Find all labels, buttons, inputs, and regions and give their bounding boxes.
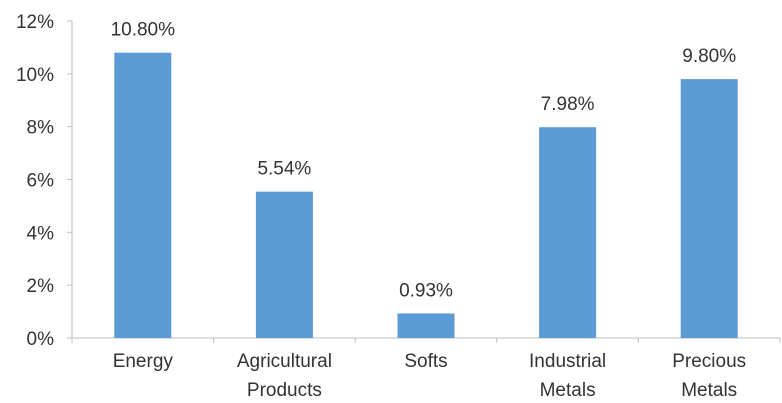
x-category-label: Metals <box>681 380 737 401</box>
data-label: 5.54% <box>257 159 311 180</box>
data-label: 9.80% <box>682 46 736 67</box>
chart-bars <box>114 52 738 338</box>
x-category-label: Products <box>247 380 322 401</box>
y-tick-label: 12% <box>16 12 54 33</box>
y-tick-label: 10% <box>16 65 54 86</box>
chart-labels: 10.80% Energy 5.54% Agricultural Products 0.9… <box>111 20 747 401</box>
x-category-label: Softs <box>404 351 447 372</box>
bar <box>255 191 313 338</box>
y-tick-label: 0% <box>27 329 55 350</box>
x-category-label: Industrial <box>529 351 606 372</box>
bar <box>114 52 172 338</box>
bar <box>397 313 455 338</box>
x-category-label: Metals <box>540 380 596 401</box>
y-tick-label: 8% <box>27 118 55 139</box>
data-label: 0.93% <box>399 280 453 301</box>
bar <box>680 79 738 338</box>
chart-axes: 0% 2% 4% 6% 8% 10% 12% <box>16 12 781 350</box>
data-label: 7.98% <box>541 94 595 115</box>
data-label: 10.80% <box>111 20 176 41</box>
x-category-label: Agricultural <box>237 351 332 372</box>
y-tick-label: 6% <box>27 171 55 192</box>
y-tick-label: 4% <box>27 223 55 244</box>
x-category-label: Energy <box>113 351 174 372</box>
bar <box>539 127 597 338</box>
x-category-label: Precious <box>672 351 746 372</box>
y-tick-label: 2% <box>27 276 55 297</box>
